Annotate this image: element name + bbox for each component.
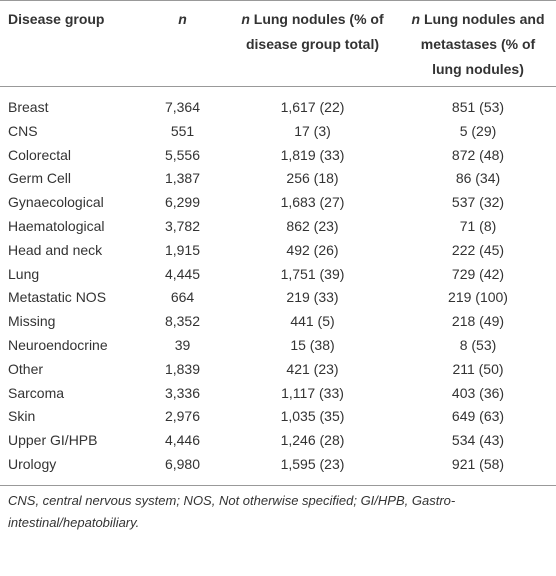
table-cell: 1,246 (28) [280, 432, 345, 449]
table-row: Head and neck 1,915 492 (26) 222 (45) [0, 239, 556, 263]
table-cell: 86 (34) [455, 170, 501, 187]
table-cell: 872 (48) [451, 146, 505, 163]
footnote: CNS, central nervous system; NOS, Not ot… [8, 492, 456, 530]
table-row: Lung 4,445 1,751 (39) 729 (42) [0, 263, 556, 287]
table-cell: Metastatic NOS [8, 289, 107, 306]
header-cell: n Lung nodules and metastases (% of lung… [400, 0, 556, 87]
table-row: Colorectal 5,556 1,819 (33) 872 (48) [0, 144, 556, 168]
table-cell: 6,299 [164, 194, 201, 211]
table-cell: Gynaecological [8, 194, 104, 211]
table-cell: 5,556 [164, 146, 201, 163]
table-cell: 5 (29) [459, 122, 497, 139]
table-cell: 39 [174, 336, 191, 353]
table-cell: 256 (18) [286, 170, 339, 187]
table-cell: 218 (49) [451, 313, 505, 330]
header-text: Disease group [8, 11, 105, 27]
table-cell: 6,980 [140, 452, 225, 486]
table-cell: 1,595 (23) [225, 452, 400, 486]
table-cell: 3,336 [164, 384, 201, 401]
table-cell: Other [8, 360, 44, 377]
table-row: Missing 8,352 441 (5) 218 (49) [0, 310, 556, 334]
table-cell: Germ Cell [8, 170, 72, 187]
table-cell: 7,364 [164, 99, 201, 115]
table-cell: 4,445 [164, 265, 201, 282]
table-cell: 1,751 (39) [280, 265, 345, 282]
table-cell: 2,976 [164, 408, 201, 425]
table-row: CNS 551 17 (3) 5 (29) [0, 120, 556, 144]
table-row: Haematological 3,782 862 (23) 71 (8) [0, 215, 556, 239]
table-cell: 17 (3) [294, 122, 331, 139]
table-cell: Breast [8, 99, 49, 115]
table-cell: CNS [8, 122, 38, 139]
table-cell: Skin [8, 408, 36, 425]
table-row: Urology 6,980 1,595 (23) 921 (58) [0, 452, 556, 486]
table-cell: 421 (23) [286, 360, 339, 377]
table-cell: 1,617 (22) [280, 99, 345, 115]
header-text: Lung nodules (% of disease group total) [245, 11, 384, 52]
table-cell: 211 (50) [452, 360, 504, 377]
table-cell: 403 (36) [451, 384, 505, 401]
table-cell: 1,035 (35) [280, 408, 345, 425]
header-italic: n [241, 11, 250, 27]
table-row: Breast 7,364 1,617 (22) 851 (53) [0, 87, 556, 120]
table-cell: Colorectal [8, 146, 72, 163]
table-cell: 219 (100) [448, 289, 508, 306]
header-cell: Disease group [0, 0, 140, 87]
header-cell: n [140, 0, 225, 87]
table-cell: 8 (53) [459, 336, 497, 353]
table-cell: 1,117 (33) [281, 384, 344, 401]
table-cell: Haematological [8, 217, 105, 234]
table-cell: 492 (26) [286, 241, 339, 258]
table-cell: Upper GI/HPB [8, 432, 98, 449]
table-cell: 551 [170, 122, 195, 139]
table-row: Metastatic NOS 664 219 (33) 219 (100) [0, 286, 556, 310]
table-cell: 222 (45) [451, 241, 505, 258]
header-italic: n [178, 11, 187, 27]
table-cell: 921 (58) [400, 452, 556, 486]
table-cell: 441 (5) [290, 313, 335, 330]
table-cell: 1,915 [164, 241, 201, 258]
table-cell: 71 (8) [459, 217, 497, 234]
table-row: Other 1,839 421 (23) 211 (50) [0, 358, 556, 382]
table-cell: Urology [0, 452, 140, 486]
table-row: Gynaecological 6,299 1,683 (27) 537 (32) [0, 191, 556, 215]
table-cell: 649 (63) [451, 408, 505, 425]
table-row: Germ Cell 1,387 256 (18) 86 (34) [0, 167, 556, 191]
header-text: Lung nodules and metastases (% of lung n… [420, 11, 545, 77]
table-row: Skin 2,976 1,035 (35) 649 (63) [0, 405, 556, 429]
table-cell: 1,683 (27) [280, 194, 345, 211]
table-cell: 534 (43) [451, 432, 505, 449]
table-cell: 8,352 [164, 313, 201, 330]
table-cell: 729 (42) [451, 265, 505, 282]
table-cell: 851 (53) [451, 99, 505, 115]
table-cell: 1,819 (33) [280, 146, 345, 163]
table-body: Breast 7,364 1,617 (22) 851 (53) CNS 551 17 (3… [0, 87, 556, 486]
data-table: Disease group n n Lung nodules (% of disea… [0, 0, 556, 486]
table-cell: 3,782 [164, 217, 201, 234]
table-cell: 219 (33) [286, 289, 339, 306]
header-row: Disease group n n Lung nodules (% of disea… [0, 0, 556, 87]
header-italic: n [411, 11, 421, 27]
table-cell: Sarcoma [8, 384, 65, 401]
table-cell: 1,839 [164, 360, 201, 377]
table-cell: Head and neck [8, 241, 103, 258]
table-cell: 4,446 [164, 432, 201, 449]
table-cell: Neuroendocrine [8, 336, 108, 353]
table-cell: 1,387 [164, 170, 201, 187]
header-cell: n Lung nodules (% of disease group total… [225, 0, 400, 87]
table-cell: Lung [8, 265, 40, 282]
table-row: Neuroendocrine 39 15 (38) 8 (53) [0, 334, 556, 358]
table-cell: 537 (32) [451, 194, 505, 211]
table-row: Sarcoma 3,336 1,117 (33) 403 (36) [0, 382, 556, 406]
table-cell: 15 (38) [290, 336, 335, 353]
table-cell: Missing [8, 313, 56, 330]
table-cell: 862 (23) [286, 217, 339, 234]
table-cell: 664 [170, 289, 195, 306]
table-row: Upper GI/HPB 4,446 1,246 (28) 534 (43) [0, 429, 556, 453]
